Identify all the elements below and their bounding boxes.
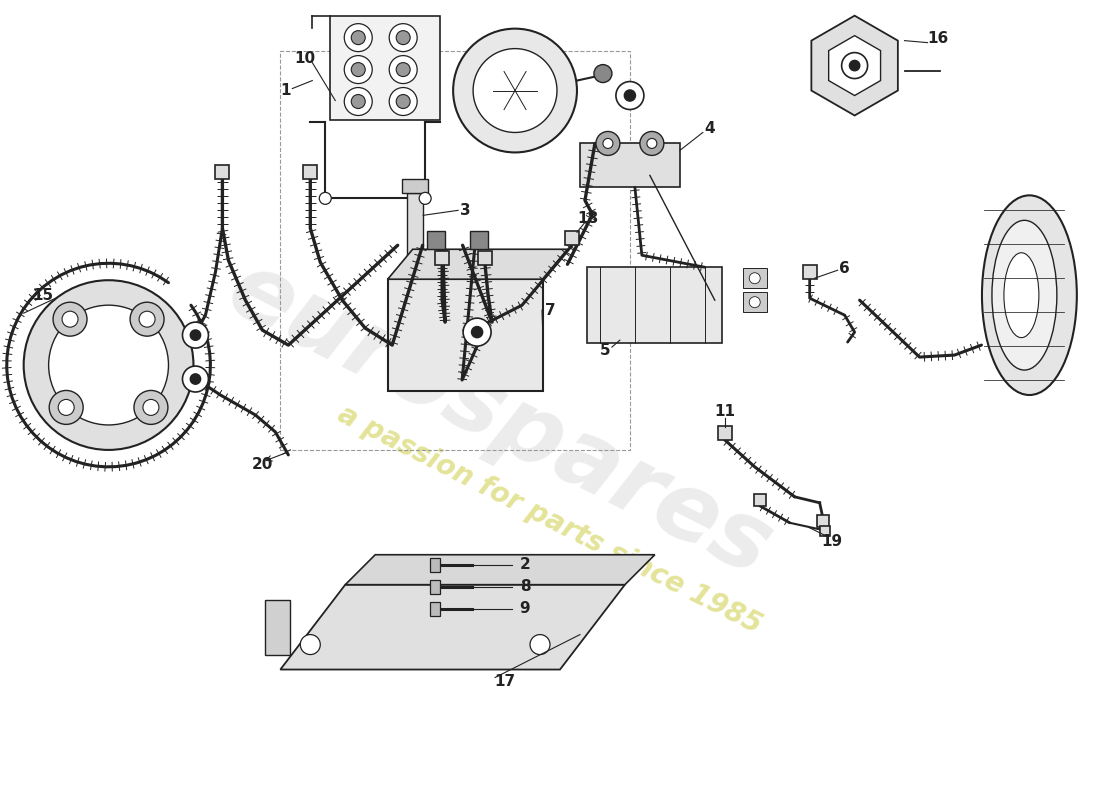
Ellipse shape — [982, 195, 1077, 395]
Bar — [330, 16, 440, 121]
Text: 20: 20 — [252, 458, 273, 472]
Bar — [280, 50, 630, 450]
Circle shape — [344, 55, 372, 83]
Circle shape — [749, 297, 760, 308]
Circle shape — [389, 55, 417, 83]
Bar — [580, 143, 680, 187]
Circle shape — [300, 634, 320, 654]
Bar — [803, 266, 816, 279]
Circle shape — [530, 634, 550, 654]
Circle shape — [351, 62, 365, 77]
Bar — [565, 231, 579, 246]
Bar — [820, 526, 829, 536]
Bar — [587, 267, 722, 343]
Bar — [430, 580, 440, 594]
Circle shape — [139, 311, 155, 327]
Bar — [403, 179, 428, 194]
Bar — [470, 231, 488, 250]
Polygon shape — [828, 36, 881, 95]
Text: 2: 2 — [519, 558, 530, 572]
Text: 4: 4 — [704, 121, 715, 136]
Bar — [742, 268, 767, 288]
Polygon shape — [812, 16, 898, 115]
Circle shape — [319, 192, 331, 204]
Circle shape — [62, 311, 78, 327]
Polygon shape — [387, 250, 568, 279]
Text: 11: 11 — [714, 405, 735, 419]
Bar — [436, 251, 449, 266]
Circle shape — [849, 60, 860, 70]
Circle shape — [396, 30, 410, 45]
Circle shape — [463, 318, 491, 346]
Text: 9: 9 — [519, 601, 530, 616]
Circle shape — [596, 131, 620, 155]
Ellipse shape — [1004, 253, 1038, 338]
Text: 3: 3 — [460, 203, 471, 218]
Bar — [478, 251, 492, 266]
Text: 6: 6 — [839, 261, 850, 276]
Circle shape — [344, 87, 372, 115]
Circle shape — [594, 65, 612, 82]
Circle shape — [143, 399, 158, 415]
Circle shape — [842, 53, 868, 78]
Bar — [387, 279, 542, 391]
Circle shape — [183, 322, 208, 348]
Circle shape — [616, 82, 644, 110]
Text: a passion for parts since 1985: a passion for parts since 1985 — [333, 400, 767, 639]
Circle shape — [625, 90, 636, 101]
Circle shape — [351, 94, 365, 109]
Circle shape — [130, 302, 164, 336]
Circle shape — [344, 24, 372, 52]
Circle shape — [190, 374, 200, 384]
Polygon shape — [280, 585, 625, 670]
Ellipse shape — [48, 305, 168, 425]
Text: 1: 1 — [280, 83, 290, 98]
Bar — [407, 194, 424, 258]
Circle shape — [419, 192, 431, 204]
Bar — [718, 426, 732, 440]
Circle shape — [190, 330, 200, 340]
Circle shape — [473, 49, 557, 133]
Bar — [430, 558, 440, 572]
Text: 18: 18 — [578, 211, 598, 226]
Text: 15: 15 — [32, 288, 53, 302]
Circle shape — [396, 62, 410, 77]
Text: 5: 5 — [600, 342, 610, 358]
Bar — [816, 515, 828, 526]
Bar — [430, 602, 440, 616]
Circle shape — [53, 302, 87, 336]
Ellipse shape — [992, 220, 1057, 370]
Circle shape — [647, 138, 657, 149]
Circle shape — [389, 24, 417, 52]
Text: 10: 10 — [295, 51, 316, 66]
Bar — [304, 166, 317, 179]
Circle shape — [603, 138, 613, 149]
Circle shape — [389, 87, 417, 115]
Ellipse shape — [24, 280, 194, 450]
Circle shape — [453, 29, 578, 153]
Text: 19: 19 — [821, 534, 843, 550]
Text: 7: 7 — [544, 302, 556, 318]
Circle shape — [58, 399, 74, 415]
Bar — [427, 231, 446, 250]
Text: eurospares: eurospares — [213, 243, 788, 597]
Polygon shape — [345, 554, 654, 585]
Bar — [265, 600, 290, 654]
Circle shape — [183, 366, 208, 392]
Bar — [742, 292, 767, 312]
Circle shape — [50, 390, 84, 424]
Text: 16: 16 — [927, 31, 948, 46]
Bar — [754, 494, 766, 506]
Text: 8: 8 — [519, 579, 530, 594]
Bar — [216, 166, 230, 179]
Circle shape — [640, 131, 664, 155]
Circle shape — [749, 273, 760, 284]
Circle shape — [472, 326, 483, 338]
Text: 17: 17 — [495, 674, 516, 689]
Circle shape — [134, 390, 168, 424]
Circle shape — [396, 94, 410, 109]
Circle shape — [351, 30, 365, 45]
